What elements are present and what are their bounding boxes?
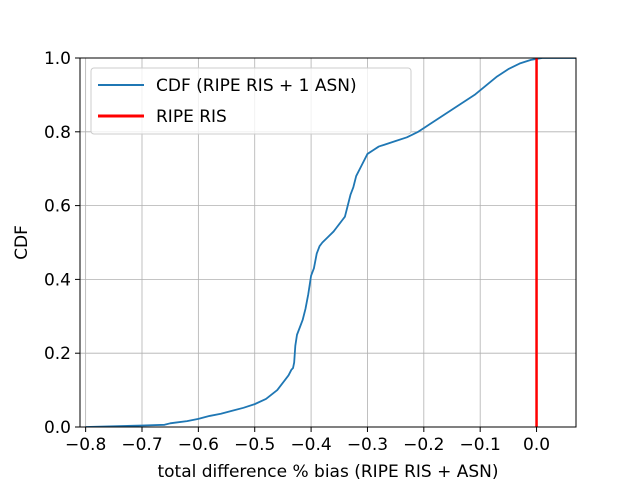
legend-box xyxy=(90,67,412,135)
x-tick-label: −0.8 xyxy=(65,435,106,455)
legend: CDF (RIPE RIS + 1 ASN) RIPE RIS xyxy=(90,67,412,135)
plot-frame xyxy=(79,57,577,428)
series-layer xyxy=(85,58,576,427)
legend-label-cdf: CDF (RIPE RIS + 1 ASN) xyxy=(156,76,357,96)
legend-label-ripe-ris: RIPE RIS xyxy=(156,107,227,127)
x-tick-label: −0.6 xyxy=(178,435,219,455)
y-tick-label: 0.4 xyxy=(44,270,71,290)
x-tick-label: −0.1 xyxy=(460,435,501,455)
series-cdf-line xyxy=(85,58,576,427)
x-tick-label: −0.3 xyxy=(347,435,388,455)
plot-area xyxy=(85,58,576,427)
x-tick-label: 0.0 xyxy=(523,435,550,455)
y-tick-label: 0.2 xyxy=(44,344,71,364)
x-tick-label: −0.4 xyxy=(290,435,331,455)
x-tick-label: −0.5 xyxy=(234,435,275,455)
x-tick-label: −0.7 xyxy=(121,435,162,455)
y-tick-label: 0.6 xyxy=(44,197,71,217)
y-tick-label: 0.0 xyxy=(44,418,71,438)
y-axis-label: CDF xyxy=(12,225,32,260)
x-axis-label: total difference % bias (RIPE RIS + ASN) xyxy=(157,462,498,480)
y-tick-label: 0.8 xyxy=(44,123,71,143)
x-tick-label: −0.2 xyxy=(403,435,444,455)
y-tick-label: 1.0 xyxy=(44,49,71,69)
ticks: −0.8 −0.7 −0.6 −0.5 −0.4 −0.3 −0.2 −0.1 0.0 0.0 0.… xyxy=(44,49,550,455)
